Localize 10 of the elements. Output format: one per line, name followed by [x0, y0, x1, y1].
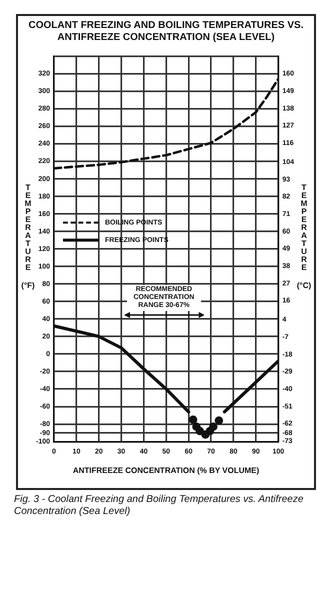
point	[196, 426, 204, 436]
point	[201, 430, 210, 439]
text: TEMPERATURE (°C)	[296, 183, 312, 290]
text: TEMPERATURE (°F)	[21, 183, 35, 290]
caption: Fig. 3 - Coolant Freezing and Boiling Temperatures vs. Antifreeze Concentration (Sea Level)	[14, 494, 304, 518]
x-axis-title: ANTIFREEZE CONCENTRATION (% BY VOLUME)	[72, 466, 260, 475]
chart-title: COOLANT FREEZING AND BOILING TEMPERATURES VS. ANTIFREEZE CONCENTRATION (SEA LEVEL)	[27, 20, 304, 44]
point	[209, 422, 218, 431]
point	[214, 416, 224, 425]
point	[188, 416, 198, 424]
